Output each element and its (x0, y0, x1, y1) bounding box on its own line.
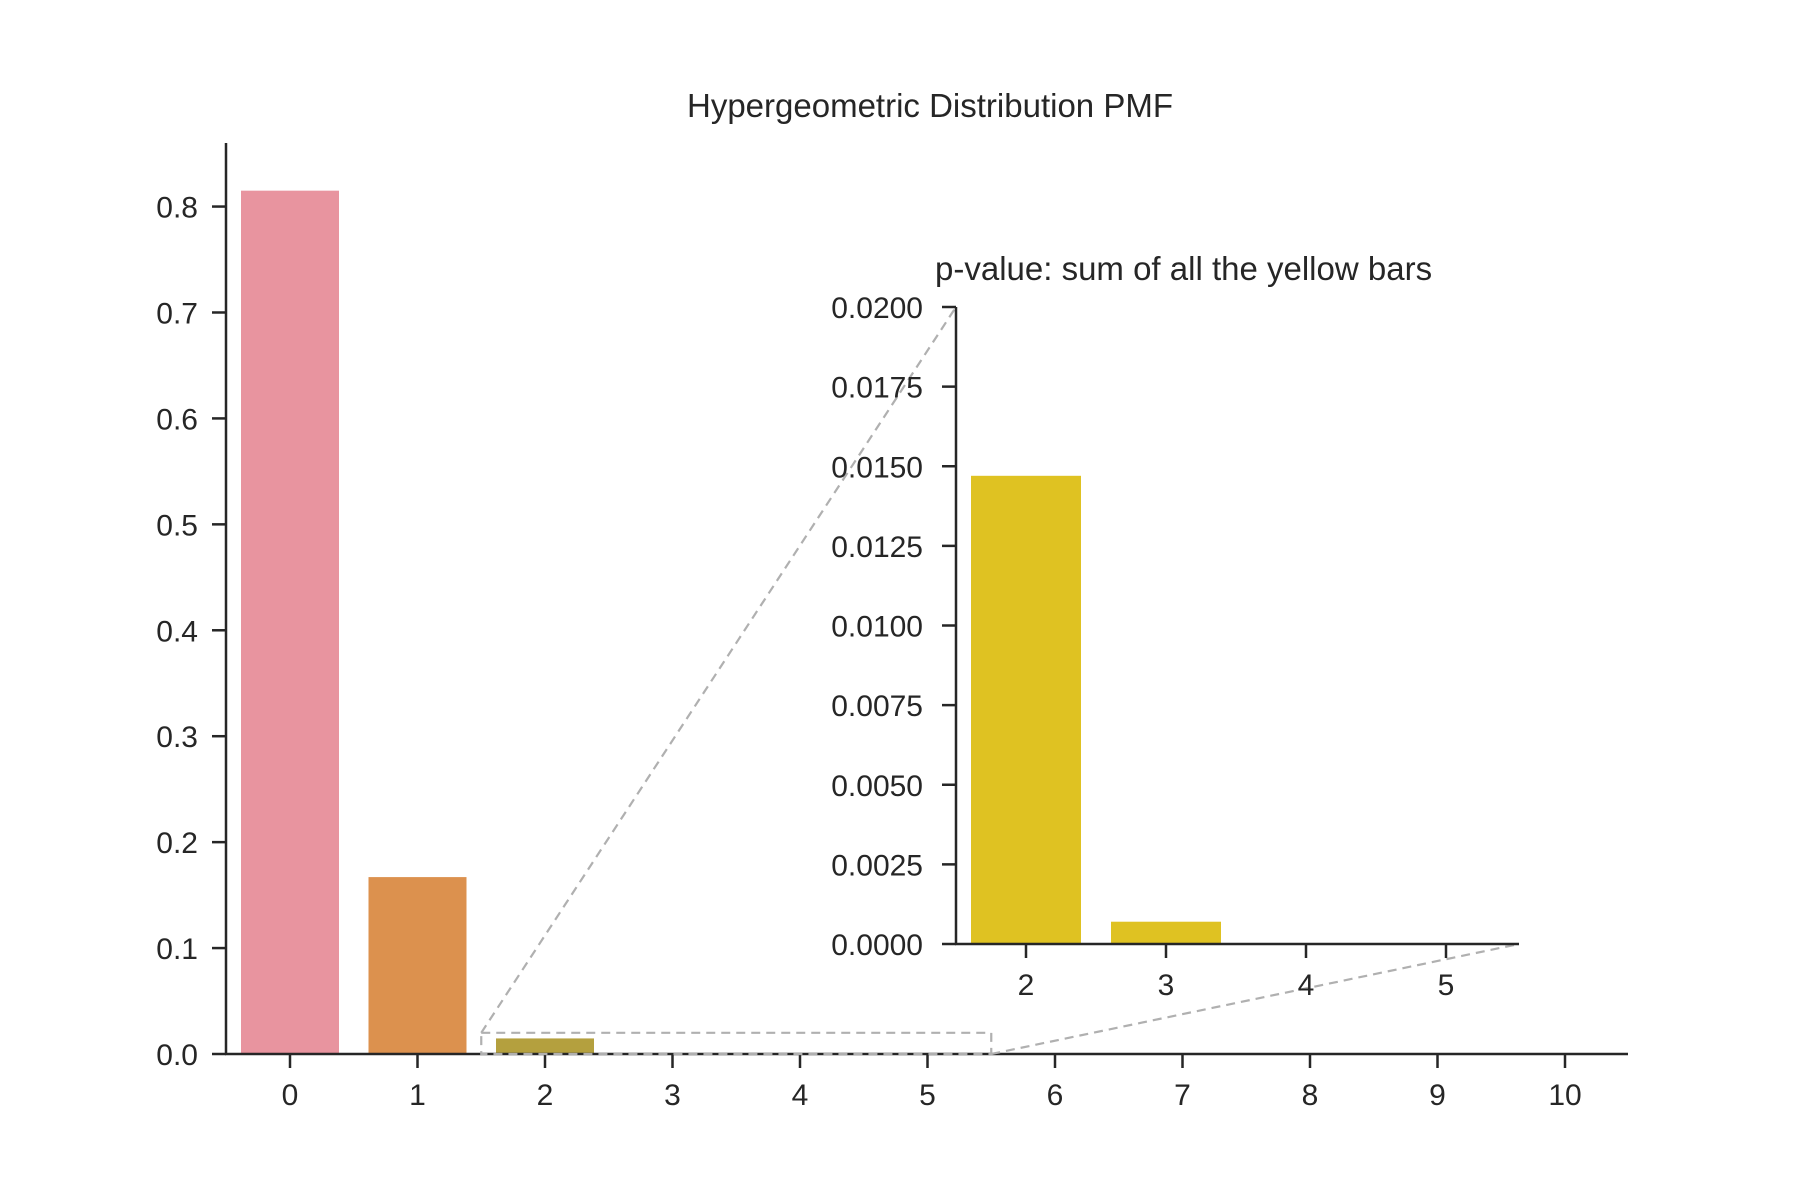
inset-chart-title: p-value: sum of all the yellow bars (935, 250, 1432, 287)
main-x-tick-label: 1 (409, 1079, 426, 1112)
main-bar-2 (496, 1038, 594, 1054)
main-x-tick-label: 7 (1174, 1079, 1191, 1112)
main-x-tick-label: 0 (282, 1079, 299, 1112)
inset-y-tick-label: 0.0075 (831, 690, 923, 723)
inset-x-tick-label: 2 (1018, 969, 1035, 1002)
main-y-tick-label: 0.5 (156, 509, 198, 542)
main-x-tick-label: 2 (537, 1079, 554, 1112)
inset-y-tick-label: 0.0025 (831, 849, 923, 882)
main-x-tick-label: 6 (1047, 1079, 1064, 1112)
main-x-tick-label: 10 (1548, 1079, 1581, 1112)
main-y-tick-label: 0.2 (156, 827, 198, 860)
main-y-tick-label: 0.0 (156, 1039, 198, 1072)
inset-x-tick-label: 3 (1158, 969, 1175, 1002)
main-y-tick-label: 0.6 (156, 403, 198, 436)
main-x-tick-label: 9 (1429, 1079, 1446, 1112)
main-y-tick-label: 0.7 (156, 297, 198, 330)
inset-x-tick-label: 5 (1438, 969, 1455, 1002)
inset-y-tick-label: 0.0000 (831, 929, 923, 962)
main-y-tick-label: 0.4 (156, 615, 198, 648)
inset-axes: 0.0000 0.0025 0.0050 0.0075 0.0100 0.0125 0.01… (831, 292, 1519, 1002)
zoom-connector-line (481, 307, 956, 1033)
inset-y-tick-label: 0.0050 (831, 770, 923, 803)
inset-x-tick-label: 4 (1298, 969, 1315, 1002)
inset-bar-3 (1111, 922, 1221, 944)
main-chart-title: Hypergeometric Distribution PMF (687, 87, 1173, 124)
main-bar-1 (369, 877, 467, 1054)
main-y-tick-label: 0.8 (156, 192, 198, 225)
main-x-tick-label: 3 (664, 1079, 681, 1112)
inset-y-tick-label: 0.0125 (831, 531, 923, 564)
inset-y-tick-label: 0.0150 (831, 451, 923, 484)
inset-bar-2 (971, 476, 1081, 944)
inset-y-tick-label: 0.0200 (831, 292, 923, 325)
main-x-tick-label: 5 (919, 1079, 936, 1112)
main-x-tick-label: 8 (1302, 1079, 1319, 1112)
main-y-tick-label: 0.3 (156, 721, 198, 754)
main-bar-0 (241, 191, 339, 1054)
inset-y-tick-label: 0.0175 (831, 372, 923, 405)
main-x-tick-label: 4 (792, 1079, 809, 1112)
main-y-tick-label: 0.1 (156, 933, 198, 966)
inset-y-tick-label: 0.0100 (831, 611, 923, 644)
